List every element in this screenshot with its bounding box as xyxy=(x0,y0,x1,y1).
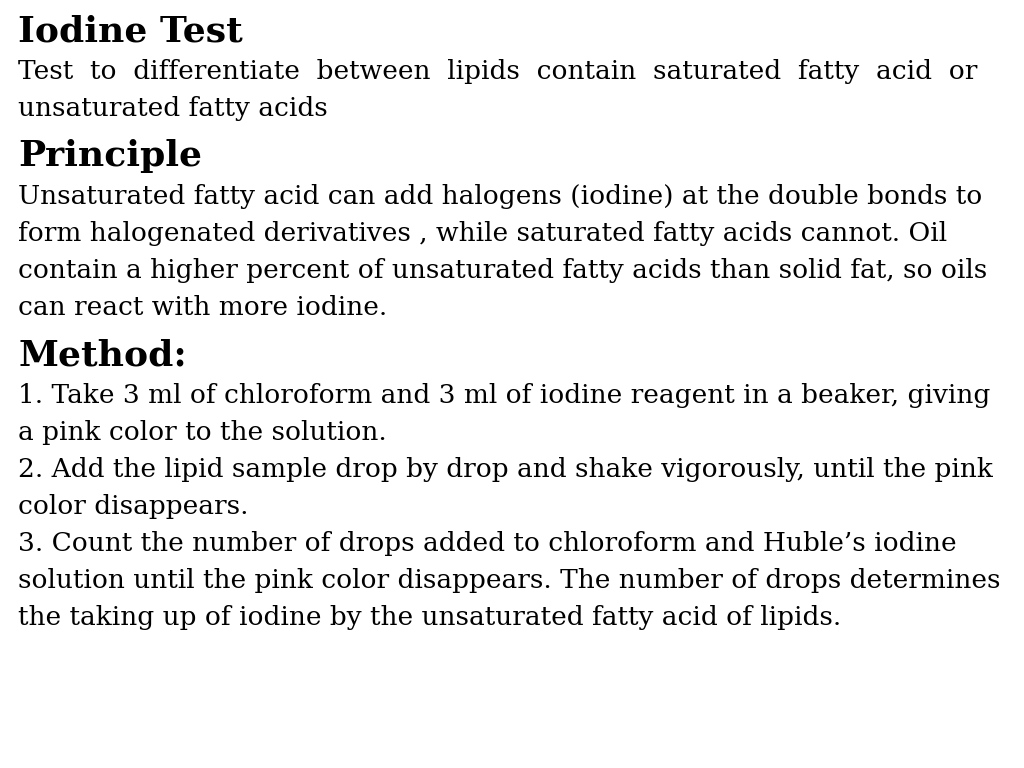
Text: color disappears.: color disappears. xyxy=(18,494,249,519)
Text: 2. Add the lipid sample drop by drop and shake vigorously, until the pink: 2. Add the lipid sample drop by drop and… xyxy=(18,457,993,482)
Text: form halogenated derivatives , while saturated fatty acids cannot. Oil: form halogenated derivatives , while sat… xyxy=(18,221,947,246)
Text: unsaturated fatty acids: unsaturated fatty acids xyxy=(18,96,328,121)
Text: Principle: Principle xyxy=(18,139,202,173)
Text: the taking up of iodine by the unsaturated fatty acid of lipids.: the taking up of iodine by the unsaturat… xyxy=(18,605,842,630)
Text: a pink color to the solution.: a pink color to the solution. xyxy=(18,420,387,445)
Text: Unsaturated fatty acid can add halogens (iodine) at the double bonds to: Unsaturated fatty acid can add halogens … xyxy=(18,184,982,209)
Text: Method:: Method: xyxy=(18,338,186,372)
Text: 1. Take 3 ml of chloroform and 3 ml of iodine reagent in a beaker, giving: 1. Take 3 ml of chloroform and 3 ml of i… xyxy=(18,383,990,408)
Text: can react with more iodine.: can react with more iodine. xyxy=(18,295,387,320)
Text: 3. Count the number of drops added to chloroform and Huble’s iodine: 3. Count the number of drops added to ch… xyxy=(18,531,956,556)
Text: Iodine Test: Iodine Test xyxy=(18,14,243,48)
Text: Test  to  differentiate  between  lipids  contain  saturated  fatty  acid  or: Test to differentiate between lipids con… xyxy=(18,59,977,84)
Text: contain a higher percent of unsaturated fatty acids than solid fat, so oils: contain a higher percent of unsaturated … xyxy=(18,258,987,283)
Text: solution until the pink color disappears. The number of drops determines: solution until the pink color disappears… xyxy=(18,568,1000,593)
